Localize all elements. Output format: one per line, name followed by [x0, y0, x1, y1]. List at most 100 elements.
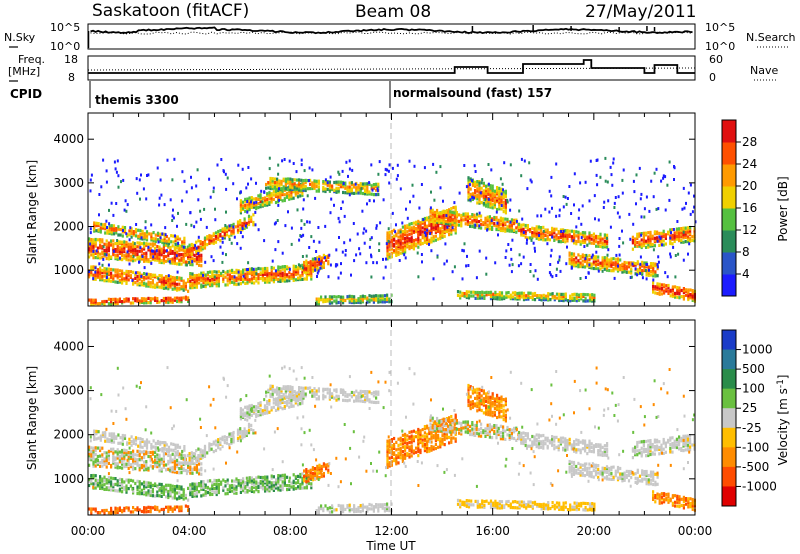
power-cell: [461, 277, 464, 281]
power-cell: [214, 240, 218, 244]
power-cell: [163, 239, 166, 243]
power-cell: [348, 181, 351, 185]
power-cell: [684, 240, 687, 244]
power-cell: [586, 299, 589, 303]
power-cell: [216, 163, 219, 167]
velocity-cell: [105, 457, 108, 461]
power-cell: [410, 239, 413, 243]
power-cell: [167, 284, 170, 288]
power-cell: [300, 178, 303, 182]
power-cell: [489, 195, 492, 199]
power-cell: [435, 170, 438, 174]
power-cell: [393, 236, 396, 240]
power-cell: [460, 220, 463, 224]
velocity-cell: [173, 468, 176, 472]
power-cell: [165, 275, 168, 279]
power-cell: [287, 187, 290, 191]
power-cell: [466, 216, 469, 220]
power-cell: [250, 215, 253, 219]
velocity-cell: [158, 463, 161, 467]
power-cell: [96, 256, 99, 260]
velocity-cell: [171, 496, 174, 500]
power-cell: [599, 241, 602, 245]
velocity-cell: [143, 452, 146, 456]
velocity-cell: [160, 457, 163, 461]
power-cell: [496, 200, 499, 204]
power-cell: [663, 289, 666, 293]
power-cell: [300, 235, 303, 238]
power-cell: [237, 270, 240, 274]
power-cell: [138, 249, 141, 253]
power-cell: [281, 267, 284, 271]
power-cell: [101, 252, 104, 256]
power-cell: [310, 277, 313, 281]
velocity-cell: [118, 460, 121, 464]
power-cell: [575, 242, 578, 246]
power-cell: [336, 263, 339, 267]
power-cell: [215, 270, 218, 274]
power-cell: [228, 228, 231, 232]
power-cell: [169, 251, 172, 255]
power-cell: [127, 242, 130, 246]
power-cell: [487, 182, 490, 186]
power-cell: [558, 294, 561, 298]
power-cell: [303, 268, 306, 272]
power-cell: [311, 263, 314, 267]
power-cell: [322, 189, 325, 193]
power-cell: [261, 273, 264, 277]
power-cell: [313, 181, 316, 185]
power-cell: [169, 298, 172, 302]
velocity-cell: [104, 435, 107, 439]
power-cell: [520, 293, 523, 297]
power-cell: [375, 296, 378, 300]
power-cell: [520, 291, 523, 295]
power-cell: [537, 227, 540, 231]
power-cell: [482, 197, 485, 202]
power-cell: [489, 290, 493, 294]
velocity-cell: [167, 450, 171, 454]
power-cell: [680, 228, 683, 232]
power-cell: [325, 256, 328, 260]
power-cell: [453, 219, 456, 223]
power-cell: [333, 180, 336, 185]
power-cell: [139, 237, 142, 241]
power-cell: [148, 232, 151, 236]
power-cell: [429, 206, 432, 210]
power-cell: [510, 220, 513, 224]
power-cell: [171, 281, 174, 285]
power-cell: [358, 247, 361, 251]
power-cell: [277, 163, 280, 167]
power-cell: [232, 232, 235, 236]
power-cell: [281, 191, 284, 195]
power-cell: [152, 231, 155, 235]
power-cell: [653, 238, 656, 242]
power-cell: [401, 229, 404, 234]
velocity-cell: [203, 454, 207, 458]
power-cell: [154, 258, 157, 262]
power-cell: [185, 222, 188, 226]
velocity-cell: [118, 477, 121, 481]
power-cell: [171, 257, 174, 261]
power-cell: [94, 300, 97, 304]
velocity-cell: [219, 441, 222, 445]
velocity-cell: [200, 494, 203, 498]
velocity-cell: [121, 433, 124, 438]
power-cell: [544, 294, 548, 298]
power-cell: [415, 242, 418, 246]
velocity-cell: [188, 452, 191, 456]
power-cell: [149, 285, 152, 289]
power-cell: [94, 240, 97, 244]
power-cell: [283, 279, 286, 283]
velocity-cell: [92, 452, 95, 456]
power-cell: [610, 259, 613, 263]
power-cell: [488, 221, 491, 225]
power-cell: [171, 287, 174, 291]
velocity-cell: [143, 466, 146, 470]
power-cell: [502, 192, 505, 196]
power-cell: [173, 281, 176, 285]
power-cell: [181, 240, 184, 244]
velocity-cell: [173, 487, 176, 491]
velocity-cell: [149, 483, 152, 487]
power-cell: [549, 298, 552, 302]
power-cell: [116, 270, 119, 274]
